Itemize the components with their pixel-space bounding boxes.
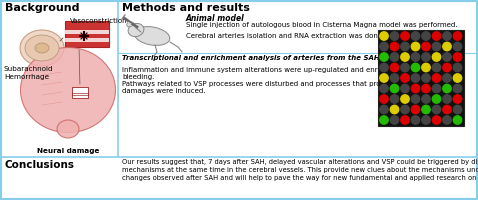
- Circle shape: [401, 32, 409, 40]
- Circle shape: [411, 116, 420, 124]
- Text: Transcriptional and enrichment analysis of arteries from the SAH animal model: Transcriptional and enrichment analysis …: [122, 55, 435, 61]
- Circle shape: [391, 42, 399, 51]
- Circle shape: [432, 63, 441, 72]
- Ellipse shape: [25, 35, 59, 61]
- Circle shape: [443, 63, 451, 72]
- Circle shape: [391, 95, 399, 103]
- Circle shape: [443, 32, 451, 40]
- FancyBboxPatch shape: [65, 30, 109, 34]
- Circle shape: [422, 63, 430, 72]
- Circle shape: [401, 116, 409, 124]
- Text: Animal model: Animal model: [186, 14, 245, 23]
- Circle shape: [411, 105, 420, 114]
- Circle shape: [401, 74, 409, 82]
- Text: Inflammation and immune system alterations were up-regulated and enriched after
: Inflammation and immune system alteratio…: [122, 67, 415, 80]
- FancyBboxPatch shape: [72, 87, 88, 98]
- Circle shape: [432, 74, 441, 82]
- Circle shape: [422, 42, 430, 51]
- FancyBboxPatch shape: [65, 38, 109, 42]
- Circle shape: [391, 116, 399, 124]
- Circle shape: [432, 84, 441, 93]
- Circle shape: [443, 53, 451, 61]
- Circle shape: [401, 105, 409, 114]
- Circle shape: [422, 84, 430, 93]
- Circle shape: [443, 105, 451, 114]
- Text: Neural damage: Neural damage: [37, 148, 99, 154]
- Circle shape: [422, 95, 430, 103]
- Circle shape: [453, 105, 462, 114]
- Circle shape: [380, 116, 388, 124]
- Circle shape: [380, 74, 388, 82]
- Circle shape: [422, 32, 430, 40]
- Ellipse shape: [127, 21, 133, 27]
- Text: Methods and results: Methods and results: [122, 3, 250, 13]
- Circle shape: [401, 53, 409, 61]
- Text: Single injection of autologous blood in Cisterna Magna model was performed.: Single injection of autologous blood in …: [186, 22, 457, 28]
- Ellipse shape: [21, 47, 116, 132]
- Circle shape: [411, 42, 420, 51]
- Circle shape: [443, 74, 451, 82]
- Circle shape: [443, 116, 451, 124]
- Circle shape: [432, 105, 441, 114]
- Circle shape: [391, 32, 399, 40]
- Circle shape: [401, 95, 409, 103]
- Circle shape: [411, 53, 420, 61]
- Circle shape: [401, 63, 409, 72]
- Text: Conclusions: Conclusions: [5, 160, 75, 170]
- Circle shape: [432, 53, 441, 61]
- Ellipse shape: [57, 120, 79, 138]
- FancyBboxPatch shape: [65, 21, 109, 47]
- Circle shape: [391, 105, 399, 114]
- Circle shape: [411, 32, 420, 40]
- Circle shape: [411, 84, 420, 93]
- Text: Cerebral arteries isolation and RNA extraction was done 7 days after surgery.: Cerebral arteries isolation and RNA extr…: [186, 33, 456, 39]
- Circle shape: [443, 42, 451, 51]
- Circle shape: [380, 63, 388, 72]
- Circle shape: [432, 95, 441, 103]
- Circle shape: [422, 105, 430, 114]
- Circle shape: [453, 116, 462, 124]
- Ellipse shape: [134, 27, 170, 45]
- Circle shape: [380, 53, 388, 61]
- Circle shape: [432, 116, 441, 124]
- Text: Background: Background: [5, 3, 79, 13]
- Circle shape: [380, 42, 388, 51]
- Circle shape: [422, 74, 430, 82]
- Circle shape: [432, 32, 441, 40]
- Circle shape: [443, 84, 451, 93]
- Text: Vasoconstriction: Vasoconstriction: [70, 18, 128, 24]
- Circle shape: [391, 63, 399, 72]
- Circle shape: [453, 63, 462, 72]
- Circle shape: [391, 74, 399, 82]
- Circle shape: [380, 95, 388, 103]
- Circle shape: [401, 42, 409, 51]
- Circle shape: [453, 32, 462, 40]
- Circle shape: [380, 105, 388, 114]
- Text: Subarachnoid
Hemorrhage: Subarachnoid Hemorrhage: [4, 66, 54, 79]
- Circle shape: [411, 74, 420, 82]
- Circle shape: [422, 53, 430, 61]
- Circle shape: [391, 84, 399, 93]
- Circle shape: [391, 53, 399, 61]
- Circle shape: [432, 42, 441, 51]
- Circle shape: [453, 42, 462, 51]
- Ellipse shape: [20, 30, 64, 66]
- Circle shape: [422, 116, 430, 124]
- Text: Pathways related to VSP processes were disturbed and processes that produce DNA
: Pathways related to VSP processes were d…: [122, 81, 415, 95]
- Circle shape: [453, 84, 462, 93]
- Circle shape: [443, 95, 451, 103]
- Circle shape: [453, 95, 462, 103]
- Text: Our results suggest that, 7 days after SAH, delayed vascular alterations and VSP: Our results suggest that, 7 days after S…: [122, 159, 478, 181]
- FancyBboxPatch shape: [378, 30, 464, 126]
- Circle shape: [411, 95, 420, 103]
- Ellipse shape: [35, 43, 49, 53]
- Circle shape: [380, 84, 388, 93]
- Circle shape: [401, 84, 409, 93]
- Circle shape: [380, 32, 388, 40]
- Circle shape: [411, 63, 420, 72]
- Circle shape: [453, 74, 462, 82]
- Circle shape: [453, 53, 462, 61]
- Ellipse shape: [128, 23, 144, 37]
